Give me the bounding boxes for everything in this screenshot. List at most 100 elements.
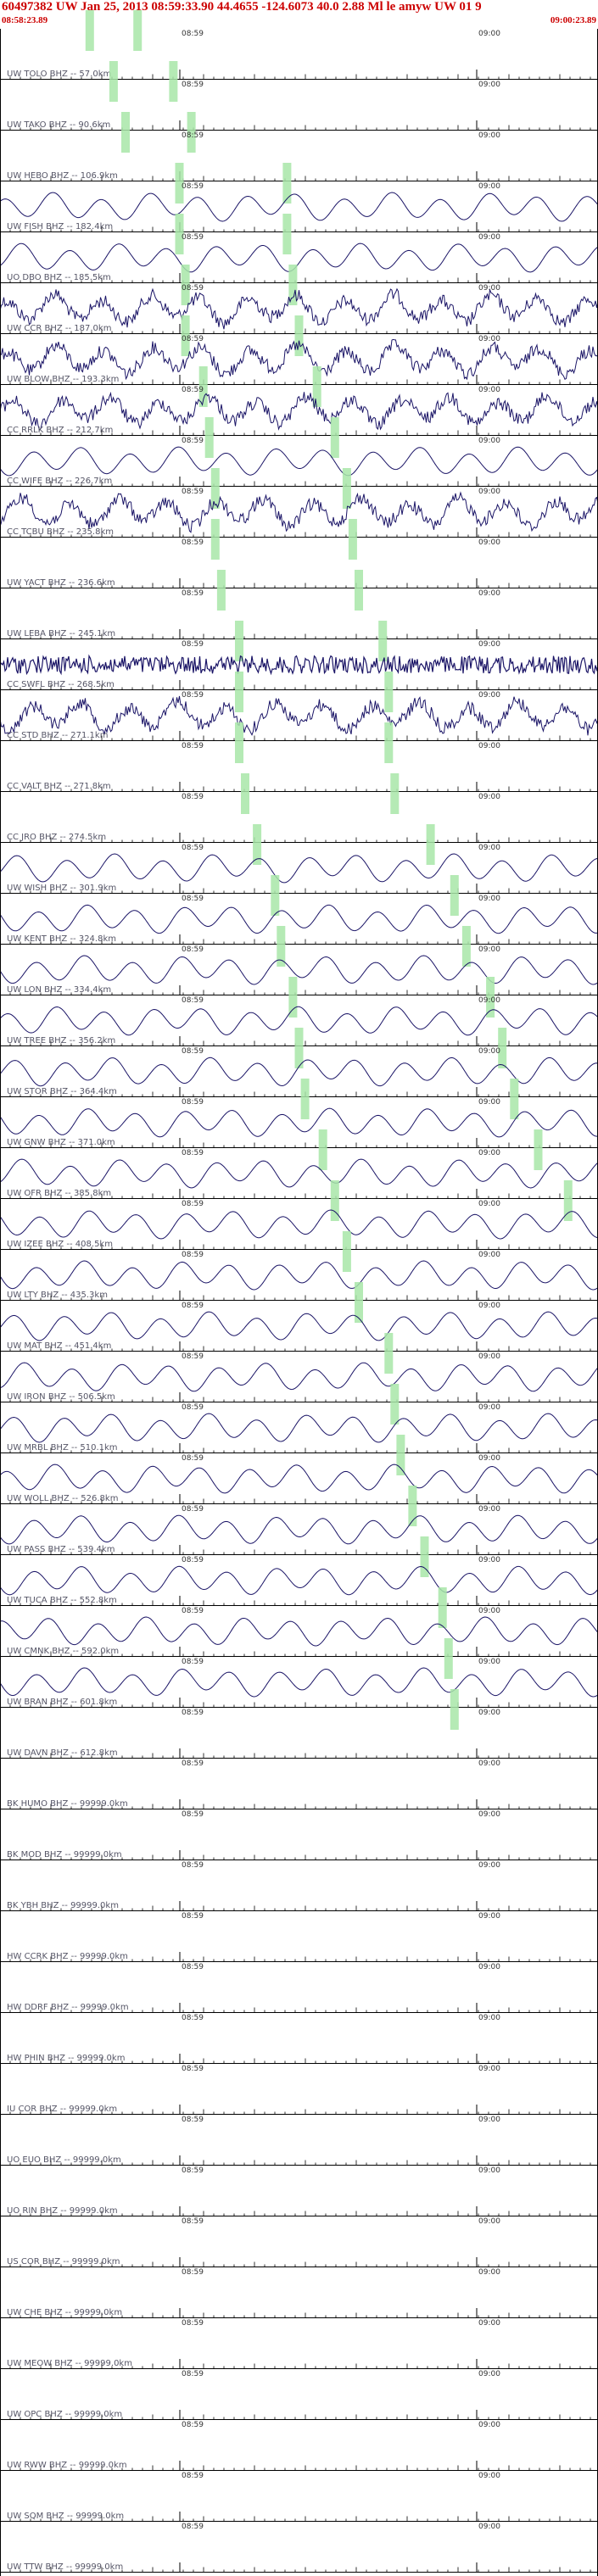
channel-label: BK MOD BHZ -- 99999.0km: [7, 1850, 122, 1860]
pick-marker: [534, 1129, 543, 1170]
time-label-0900: 09:00: [478, 2166, 500, 2175]
pick-marker: [241, 773, 249, 814]
time-label-0859: 08:59: [182, 640, 204, 649]
time-label-0900: 09:00: [478, 2065, 500, 2073]
time-label-0900: 09:00: [478, 1810, 500, 1819]
pick-marker: [510, 1079, 519, 1119]
channel-label: UW FISH BHZ -- 182.4km: [7, 222, 113, 231]
time-label-0859: 08:59: [182, 538, 204, 547]
time-label-0859: 08:59: [182, 996, 204, 1005]
waveform-trace: [0, 1464, 598, 1494]
waveform-trace: [0, 192, 598, 222]
channel-panel: 08:59 09:00 UW MEOW BHZ -- 99999.0km: [0, 2319, 598, 2369]
channel-panel: 08:59 09:00 UW GNW BHZ -- 371.0km: [0, 1079, 598, 1148]
waveform-trace: [0, 287, 598, 330]
time-label-0859: 08:59: [182, 589, 204, 598]
channel-label: UW TOLO BHZ -- 57.0km: [7, 70, 111, 79]
time-label-0859: 08:59: [182, 488, 204, 496]
pick-marker: [235, 672, 243, 712]
time-label-0900: 09:00: [478, 1352, 500, 1361]
channel-label: UW YACT BHZ -- 236.6km: [7, 578, 115, 588]
pick-marker: [294, 1028, 304, 1068]
channel-label: UW MAT BHZ -- 451.4km: [7, 1341, 111, 1351]
pick-marker: [175, 163, 184, 204]
time-label-0900: 09:00: [478, 1556, 500, 1564]
channel-panel: 08:59 09:00 UW MAT BHZ -- 451.4km: [0, 1282, 598, 1352]
time-label-0900: 09:00: [478, 895, 500, 903]
waveform-trace: [0, 654, 598, 676]
time-label-0900: 09:00: [478, 488, 500, 496]
channel-label: CC TCBU BHZ -- 235.8km: [7, 527, 114, 537]
channel-label: UW MRBL BHZ -- 510.1km: [7, 1443, 118, 1452]
time-label-0900: 09:00: [478, 2217, 500, 2226]
pick-marker: [450, 875, 459, 916]
pick-marker: [318, 1129, 327, 1170]
channel-panel: 08:59 09:00 UW DAVN BHZ -- 612.8km: [0, 1689, 598, 1759]
waveform-trace: [0, 1260, 598, 1291]
channel-panel: 08:59 09:00 UW FISH BHZ -- 182.4km: [0, 163, 598, 232]
time-label-0900: 09:00: [478, 2268, 500, 2277]
waveform-trace: [0, 1616, 598, 1647]
waveform-trace: [0, 1311, 598, 1341]
pick-marker: [312, 366, 321, 407]
pick-marker: [235, 722, 243, 763]
time-label-0859: 08:59: [182, 945, 204, 954]
channel-panel: 08:59 09:00 UW OFR BHZ -- 385.8km: [0, 1129, 598, 1199]
channel-panel: 08:59 09:00 UW OPC BHZ -- 99999.0km: [0, 2370, 598, 2420]
time-label-0859: 08:59: [182, 2319, 204, 2328]
channel-label: UW TUCA BHZ -- 552.8km: [7, 1596, 117, 1605]
pick-marker: [282, 214, 292, 254]
time-label-0900: 09:00: [478, 2370, 500, 2378]
time-label-0859: 08:59: [182, 386, 204, 394]
channel-panel: 08:59 09:00 UW CMNK BHZ -- 592.0km: [0, 1587, 598, 1657]
time-label-0859: 08:59: [182, 844, 204, 852]
time-label-0900: 09:00: [478, 844, 500, 852]
channel-panel: 08:59 09:00 UW RWW BHZ -- 99999.0km: [0, 2421, 598, 2471]
channel-panel: 08:59 09:00 UW LEBA BHZ -- 245.1km: [0, 570, 598, 639]
time-label-0900: 09:00: [478, 1302, 500, 1310]
pick-marker: [210, 468, 220, 509]
time-label-0900: 09:00: [478, 284, 500, 293]
channel-label: UW STOR BHZ -- 364.4km: [7, 1087, 117, 1096]
time-label-0859: 08:59: [182, 437, 204, 445]
waveform-trace: [0, 695, 598, 736]
time-label-0859: 08:59: [182, 1759, 204, 1768]
channel-label: CC WIFE BHZ -- 226.7km: [7, 477, 112, 486]
channel-panel: 08:59 09:00 UO RIN BHZ -- 99999.0km: [0, 2166, 598, 2216]
time-label-0859: 08:59: [182, 1505, 204, 1514]
channel-panel: 08:59 09:00 HW DDRF BHZ -- 99999.0km: [0, 1963, 598, 2013]
pick-marker: [342, 468, 351, 509]
time-label-0900: 09:00: [478, 2014, 500, 2022]
channel-panel: 08:59 09:00 UW PASS BHZ -- 539.4km: [0, 1486, 598, 1555]
channel-label: UW RWW BHZ -- 99999.0km: [7, 2461, 127, 2470]
time-label-0859: 08:59: [182, 1861, 204, 1870]
channel-label: UW DAVN BHZ -- 612.8km: [7, 1748, 118, 1758]
channel-label: HW PHIN BHZ -- 99999.0km: [7, 2054, 125, 2063]
time-label-0900: 09:00: [478, 2472, 500, 2480]
channel-panel: 08:59 09:00 CC JRO BHZ -- 274.5km: [0, 773, 598, 843]
channel-label: UW PASS BHZ -- 539.4km: [7, 1545, 115, 1554]
channel-panel: 08:59 09:00 UW LTY BHZ -- 435.3km: [0, 1231, 598, 1301]
channel-label: UW TTW BHZ -- 99999.0km: [7, 2562, 123, 2572]
time-label-0859: 08:59: [182, 2268, 204, 2277]
channel-panel: 08:59 09:00 UW HEBO BHZ -- 106.9km: [0, 112, 598, 181]
pick-marker: [300, 1079, 310, 1119]
channel-label: UW TAKO BHZ -- 90.6km: [7, 120, 110, 130]
pick-marker: [426, 824, 435, 865]
channel-label: BK YBH BHZ -- 99999.0km: [7, 1901, 119, 1910]
time-label-0859: 08:59: [182, 1963, 204, 1971]
channel-panel: 08:59 09:00 UW YACT BHZ -- 236.6km: [0, 519, 598, 588]
channel-panel: 08:59 09:00 UW TOLO BHZ -- 57.0km: [0, 10, 598, 80]
channel-label: CC VALT BHZ -- 271.8km: [7, 782, 111, 791]
channel-label: UW BRAN BHZ -- 601.8km: [7, 1698, 117, 1707]
channel-panel: 08:59 09:00 BK HUMO BHZ -- 99999.0km: [0, 1759, 598, 1809]
channel-panel: 08:59 09:00 CC STD BHZ -- 271.1km: [0, 672, 598, 741]
pick-marker: [271, 875, 280, 916]
time-label-0859: 08:59: [182, 895, 204, 903]
time-label-0900: 09:00: [478, 996, 500, 1005]
time-label-0900: 09:00: [478, 2116, 500, 2124]
pick-marker: [390, 773, 400, 814]
time-label-0859: 08:59: [182, 1810, 204, 1819]
channel-label: CC RRLK BHZ -- 212.7km: [7, 426, 113, 435]
